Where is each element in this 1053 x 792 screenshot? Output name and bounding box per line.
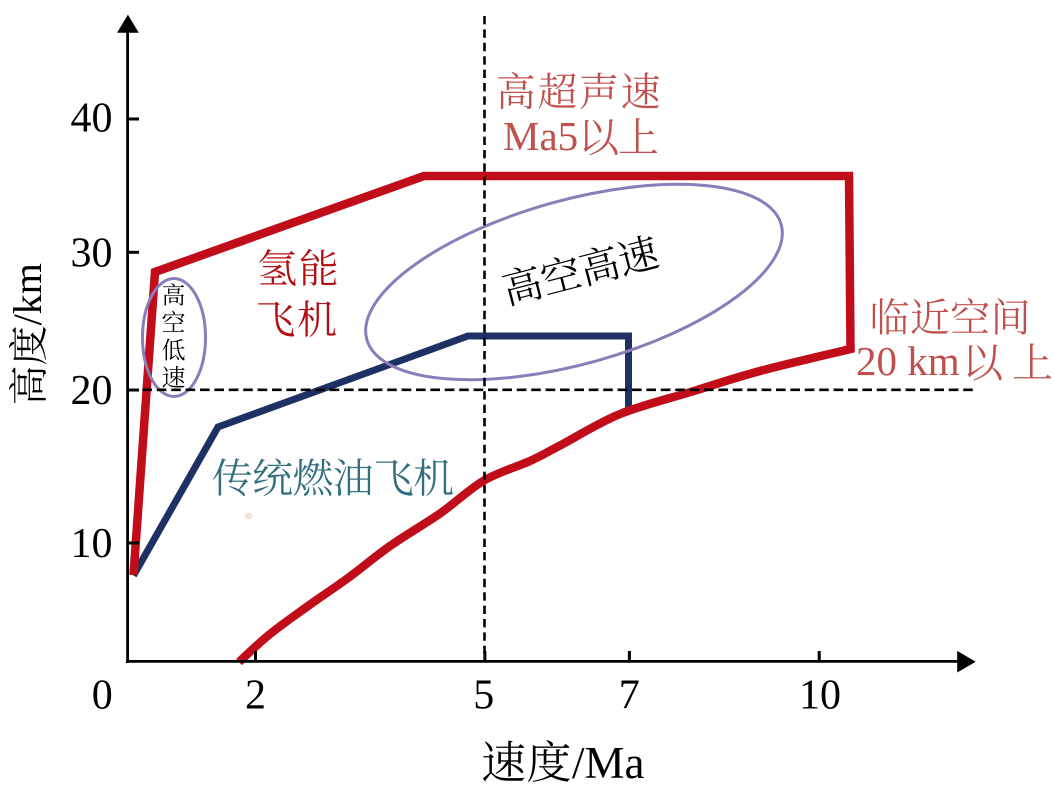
svg-text:/Ma: /Ma (572, 738, 645, 788)
svg-text:/km: /km (5, 263, 50, 325)
svg-text:7: 7 (619, 673, 640, 719)
svg-text:Ma5: Ma5 (503, 113, 578, 159)
svg-text:20 km: 20 km (856, 338, 960, 384)
svg-text:20: 20 (71, 368, 113, 414)
svg-text:5: 5 (473, 673, 494, 719)
svg-text:10: 10 (799, 673, 841, 719)
svg-text:0: 0 (92, 673, 113, 719)
svg-text:40: 40 (71, 96, 113, 142)
svg-text:30: 30 (71, 231, 113, 277)
svg-text:10: 10 (71, 521, 113, 567)
svg-text:2: 2 (245, 673, 266, 719)
